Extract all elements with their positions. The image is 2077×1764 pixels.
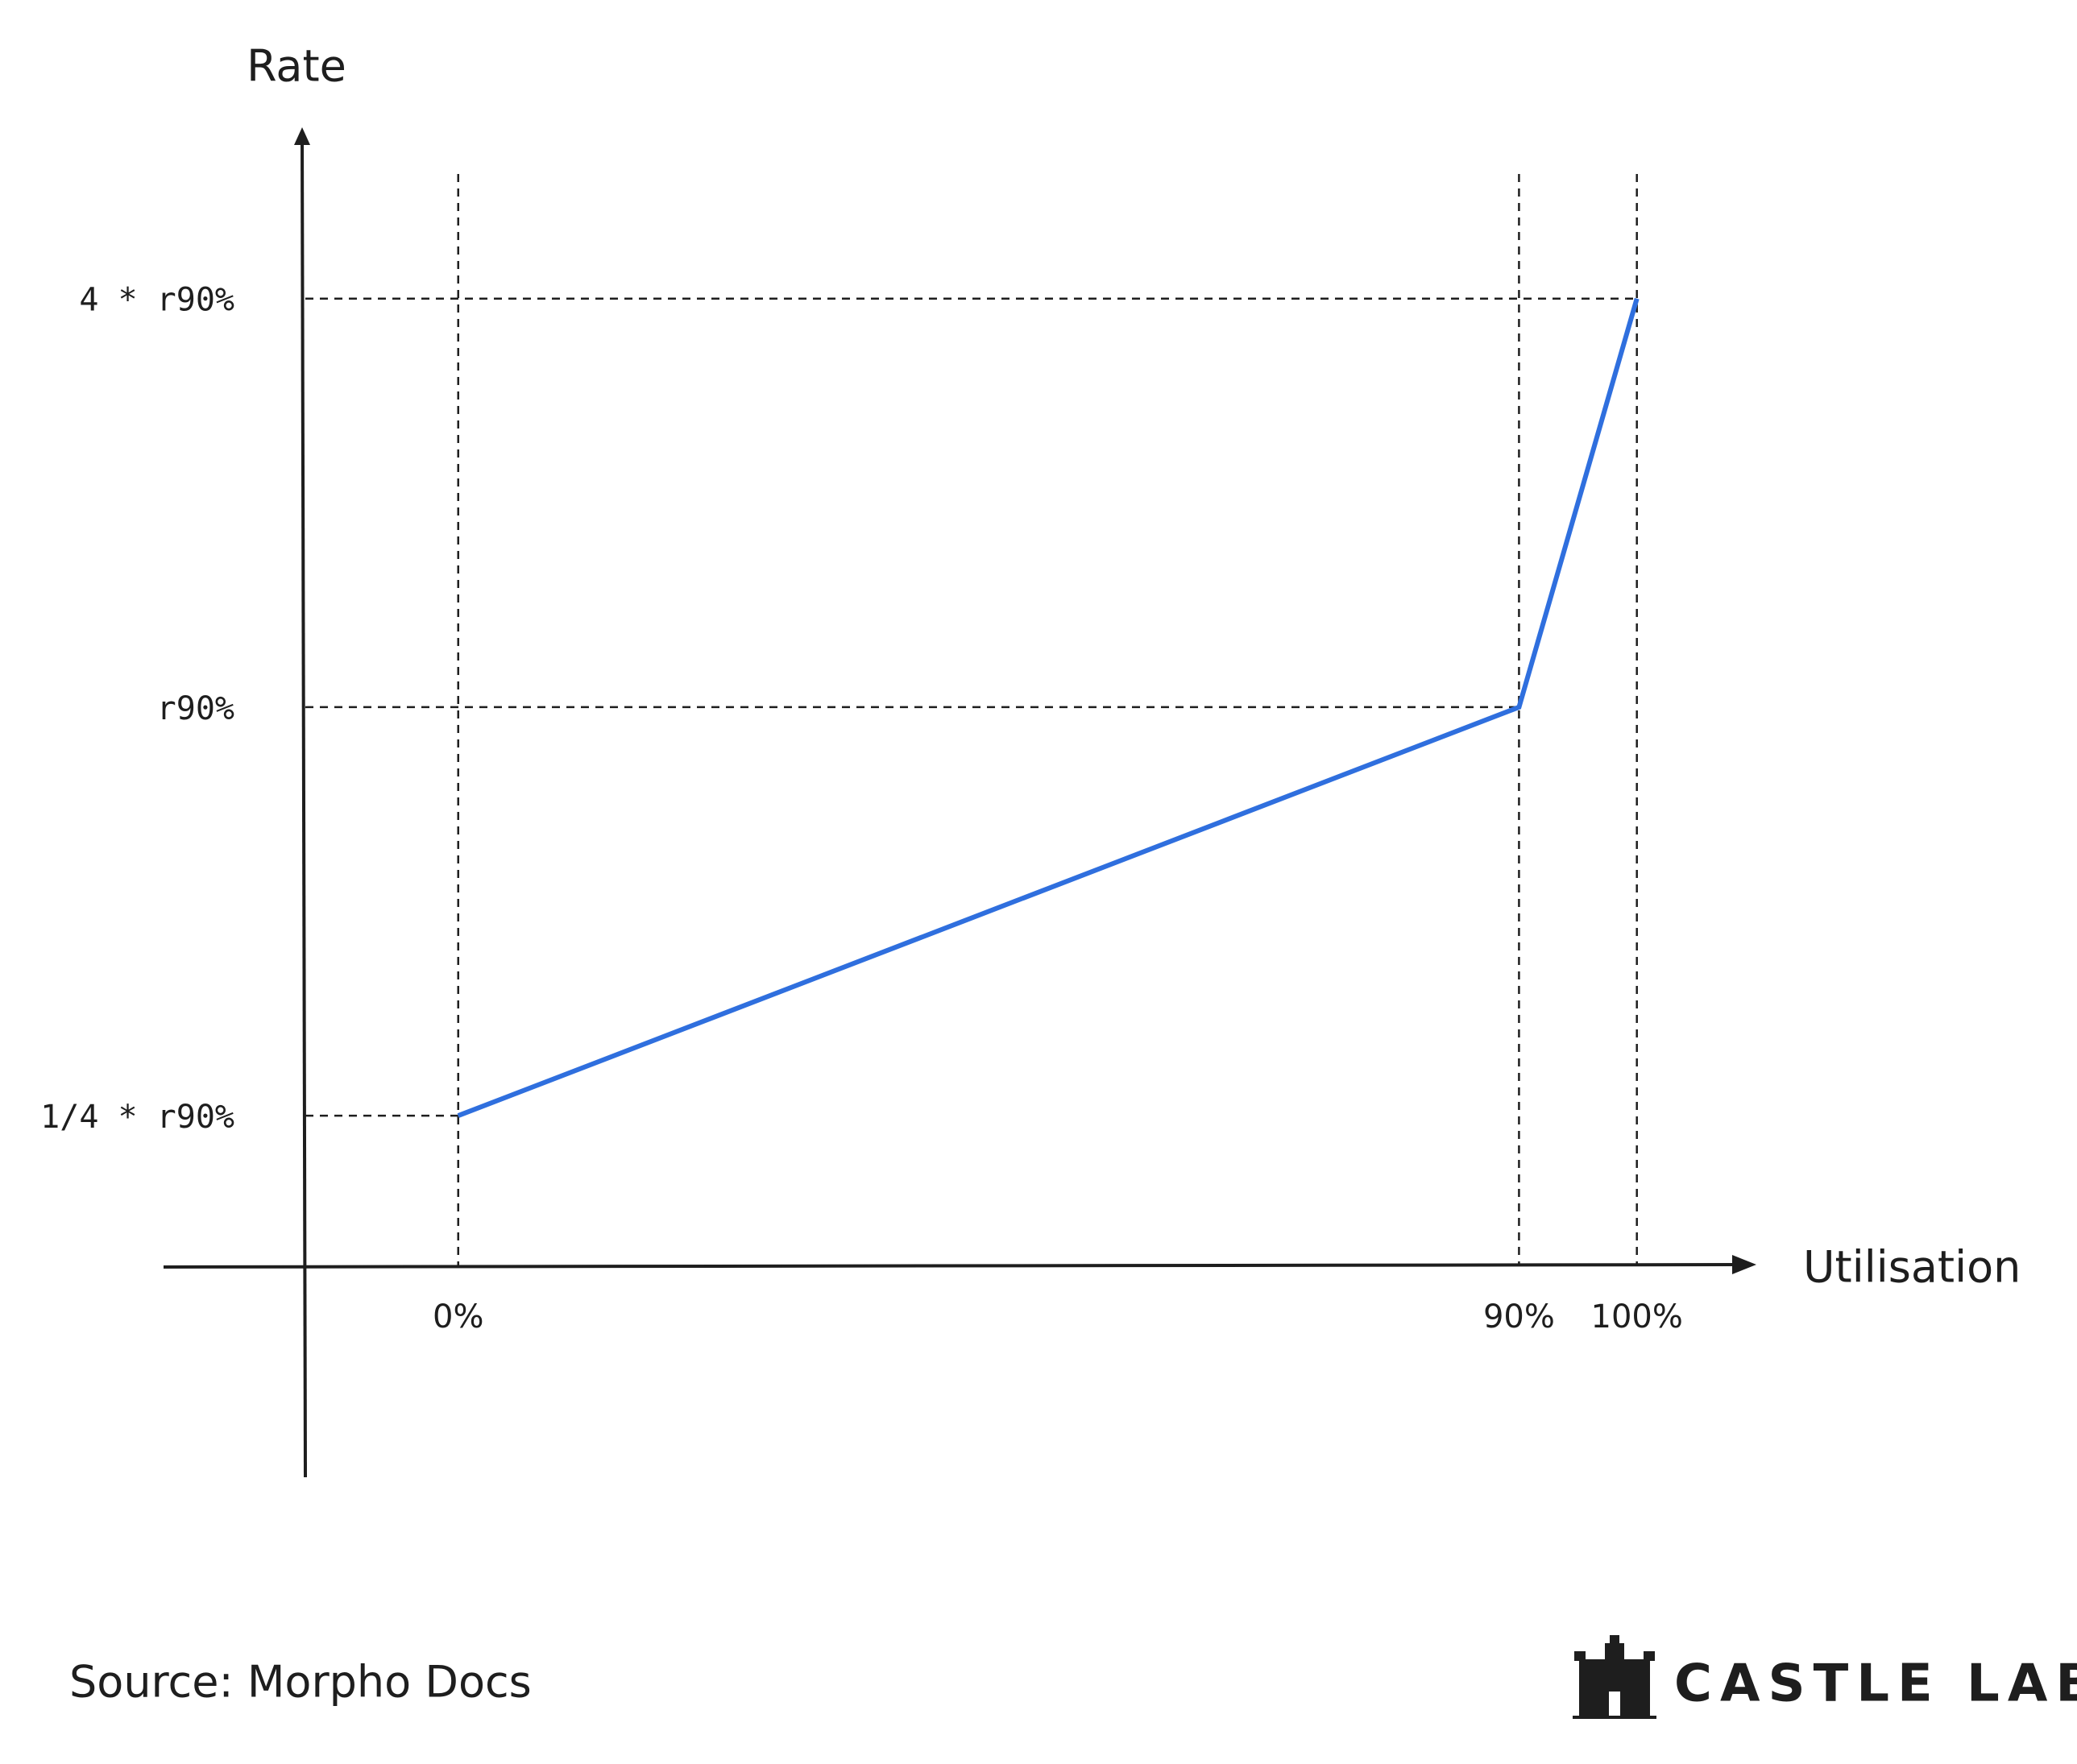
- y-tick-label: r90%: [157, 690, 234, 727]
- y-axis: [298, 132, 307, 1478]
- x-axis: [163, 1263, 1741, 1269]
- x-tick-label: 100%: [1591, 1298, 1683, 1335]
- y-tick-label: 4 * r90%: [79, 282, 234, 319]
- y-axis-arrow: [294, 127, 310, 145]
- x-axis-title: Utilisation: [1803, 1242, 2021, 1293]
- y-axis-title: Rate: [247, 41, 346, 92]
- source: Source: Morpho Docs: [69, 1657, 532, 1708]
- line: [457, 297, 1640, 1118]
- y-tick-label: 1/4 * r90%: [40, 1099, 234, 1136]
- x-tick-label: 0%: [433, 1298, 483, 1335]
- x-axis-arrow: [1732, 1255, 1756, 1274]
- x-tick-label: 90%: [1483, 1298, 1555, 1335]
- castle-icon: [1573, 1635, 1656, 1719]
- brand: CASTLE LABS: [1674, 1654, 2077, 1714]
